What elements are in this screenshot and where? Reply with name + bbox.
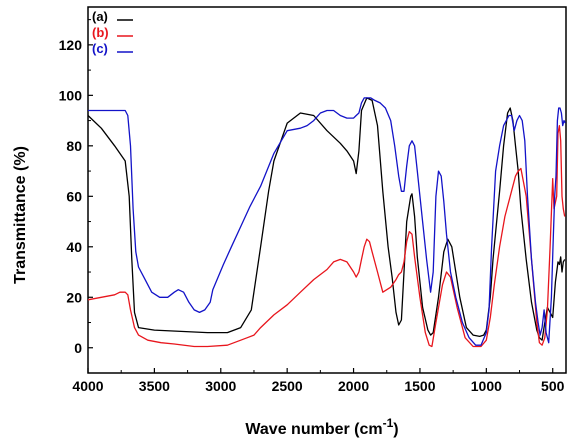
x-tick-label: 1000 — [471, 378, 502, 394]
y-tick-label: 80 — [66, 138, 82, 154]
axis-ticks: 4000 3500 3000 2500 2000 1500 1000 500 0 20 40 60 80… — [59, 19, 565, 394]
legend: (a)(b)(c) — [92, 9, 133, 56]
x-tick-label: 500 — [541, 378, 565, 394]
legend-label-1: (a) — [92, 9, 108, 24]
y-tick-label: 120 — [59, 37, 83, 53]
plot-frame — [87, 6, 567, 374]
series-line-2 — [87, 124, 566, 348]
legend-label-2: (b) — [92, 25, 109, 40]
y-tick-label: 0 — [74, 340, 82, 356]
x-tick-label: 3000 — [205, 378, 236, 394]
x-axis-title: Wave number (cm-1) — [245, 416, 398, 438]
series-line-3 — [88, 97, 566, 346]
x-tick-label: 3500 — [139, 378, 170, 394]
plot-border — [87, 6, 567, 374]
x-tick-label: 2000 — [338, 378, 369, 394]
y-tick-label: 100 — [59, 87, 83, 103]
x-tick-label: 4000 — [72, 378, 103, 394]
x-tick-label: 1500 — [404, 378, 435, 394]
y-tick-label: 40 — [66, 239, 82, 255]
x-axis-title-close: ) — [393, 421, 398, 438]
x-axis-title-main: Wave number (cm — [245, 421, 382, 438]
y-tick-label: 60 — [66, 188, 82, 204]
y-axis-title: Transmittance (%) — [12, 146, 29, 284]
y-tick-label: 20 — [66, 289, 82, 305]
series-lines — [87, 97, 566, 348]
x-axis-title-superscript: -1 — [383, 416, 394, 430]
x-tick-label: 2500 — [272, 378, 303, 394]
legend-label-3: (c) — [92, 41, 108, 56]
